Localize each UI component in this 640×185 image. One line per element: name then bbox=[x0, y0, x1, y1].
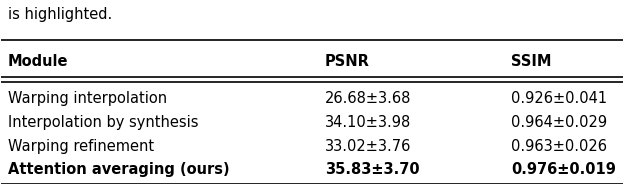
Text: 0.926±0.041: 0.926±0.041 bbox=[511, 91, 607, 106]
Text: 33.02±3.76: 33.02±3.76 bbox=[324, 139, 411, 154]
Text: 0.976±0.019: 0.976±0.019 bbox=[511, 162, 616, 177]
Text: Warping interpolation: Warping interpolation bbox=[8, 91, 167, 106]
Text: Warping refinement: Warping refinement bbox=[8, 139, 154, 154]
Text: 35.83±3.70: 35.83±3.70 bbox=[324, 162, 419, 177]
Text: 0.964±0.029: 0.964±0.029 bbox=[511, 115, 607, 130]
Text: 26.68±3.68: 26.68±3.68 bbox=[324, 91, 411, 106]
Text: PSNR: PSNR bbox=[324, 54, 369, 69]
Text: is highlighted.: is highlighted. bbox=[8, 7, 112, 22]
Text: Interpolation by synthesis: Interpolation by synthesis bbox=[8, 115, 198, 130]
Text: Module: Module bbox=[8, 54, 68, 69]
Text: Attention averaging (ours): Attention averaging (ours) bbox=[8, 162, 229, 177]
Text: 34.10±3.98: 34.10±3.98 bbox=[324, 115, 411, 130]
Text: SSIM: SSIM bbox=[511, 54, 552, 69]
Text: 0.963±0.026: 0.963±0.026 bbox=[511, 139, 607, 154]
